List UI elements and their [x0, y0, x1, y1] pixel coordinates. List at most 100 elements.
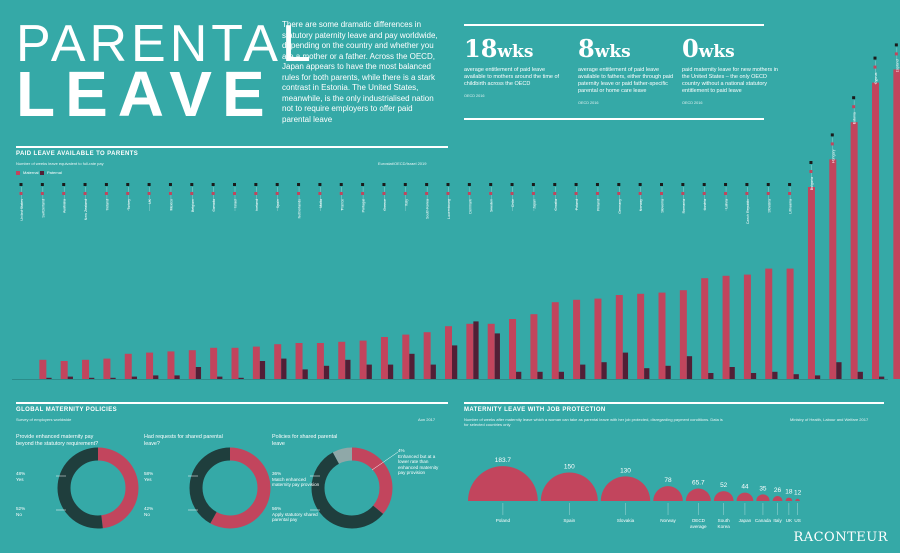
country-label: Lithuania — [789, 199, 793, 214]
donut1-a: 48% Yes — [16, 471, 26, 482]
paid-leave-subtitle: Number of weeks leave equivalent to full… — [16, 161, 104, 166]
page-title-line2: LEAVE — [16, 58, 275, 130]
stat-mothers-source: OECD 2016 — [464, 94, 485, 98]
paternal-bar — [814, 375, 821, 379]
paternal-marker — [531, 183, 535, 186]
maternal-bar — [850, 122, 858, 379]
paid-leave-source: Eurostat/OECD/Israel 2019 — [378, 161, 427, 166]
paternal-bar — [452, 345, 458, 379]
paternal-marker — [126, 183, 130, 186]
maternal-marker — [553, 192, 557, 195]
country-label: Hungary — [831, 149, 835, 163]
donut-segment-lower-rate — [311, 447, 393, 529]
paternal-bar — [110, 377, 116, 379]
maternal-bar — [39, 359, 47, 379]
maternal-bar — [765, 268, 773, 379]
maternal-bar — [167, 351, 175, 379]
paternal-marker — [574, 183, 578, 186]
paternal-bar — [302, 369, 308, 379]
country-label: UK — [148, 198, 152, 204]
maternal-bar — [701, 278, 709, 379]
paternal-marker — [852, 96, 856, 100]
maternal-marker — [83, 192, 87, 195]
country-label: United States — [20, 199, 24, 221]
stat-mothers-value: 18wks — [464, 34, 534, 63]
country-label: Canada — [212, 199, 216, 212]
maternal-marker — [446, 192, 450, 195]
paternal-bar — [601, 362, 607, 379]
maternal-bar — [722, 275, 730, 379]
protection-country: Japan — [739, 518, 752, 523]
maternal-marker — [233, 192, 236, 195]
paternal-marker — [147, 183, 151, 186]
paternal-marker — [638, 183, 642, 186]
protection-country: Spain — [563, 518, 575, 523]
maternal-bar — [146, 352, 154, 379]
protection-half-circle — [795, 498, 800, 501]
protection-value: 65.7 — [692, 480, 705, 487]
maternal-bar — [231, 347, 239, 379]
maternal-marker — [297, 192, 301, 195]
maternal-bar — [338, 341, 346, 379]
paternal-bar — [793, 374, 799, 379]
maternal-bar — [573, 299, 581, 379]
protection-half-circle — [600, 476, 651, 501]
maternal-bar — [60, 361, 68, 379]
paternal-marker — [40, 183, 44, 186]
maternal-bar — [509, 319, 517, 379]
maternal-bar — [487, 323, 495, 379]
paternal-marker — [19, 183, 23, 186]
maternal-bar — [637, 293, 645, 379]
country-label: Latvia — [725, 199, 729, 209]
protection-source: Ministry of Health, Labour and Welfare 2… — [790, 417, 869, 422]
maternal-marker — [724, 192, 728, 195]
maternal-bar — [466, 323, 474, 379]
paternal-marker — [766, 183, 770, 186]
maternal-marker — [62, 192, 66, 195]
protection-half-circle — [540, 472, 598, 501]
maternal-marker — [361, 192, 365, 195]
protection-country: UK — [786, 518, 793, 523]
maternal-marker — [318, 192, 322, 195]
stat-mothers-desc: average entitlement of paid leave availa… — [464, 67, 560, 87]
paternal-bar — [494, 333, 500, 379]
maternal-bar — [82, 359, 90, 379]
paternal-marker — [809, 161, 813, 164]
maternal-bar — [103, 358, 111, 379]
paternal-bar — [537, 371, 543, 379]
paternal-bar — [473, 321, 479, 379]
paternal-bar — [345, 359, 351, 379]
country-label: Luxembourg — [447, 199, 451, 219]
paternal-marker — [595, 183, 599, 186]
protection-value: 18 — [785, 489, 793, 496]
paternal-marker — [510, 183, 514, 186]
maternal-bar — [551, 302, 559, 379]
stat-mothers: 18wks average entitlement of paid leave … — [464, 34, 566, 99]
country-label: Slovakia — [767, 199, 771, 213]
maternal-marker — [660, 192, 663, 195]
donut-pointer — [371, 451, 399, 471]
country-label: Cyprus — [874, 72, 878, 84]
maternal-marker — [638, 192, 642, 195]
paid-leave-title: PAID LEAVE AVAILABLE TO PARENTS — [16, 151, 139, 157]
country-label: Malta — [319, 199, 323, 208]
paternal-bar — [644, 368, 650, 379]
paternal-bar — [516, 371, 522, 379]
maternal-marker — [830, 142, 834, 146]
protection-half-circle — [685, 488, 711, 501]
country-label: Portugal — [362, 199, 366, 213]
legend-paternal-swatch — [40, 170, 44, 175]
protection-subtitle: Number of weeks after maternity leave wh… — [464, 417, 723, 427]
protection-value: 150 — [564, 464, 575, 471]
protection-country: Poland — [496, 518, 511, 523]
maternal-marker — [595, 192, 599, 195]
country-label: Ireland — [105, 199, 109, 210]
paternal-marker — [168, 183, 172, 186]
country-label: Australia — [63, 199, 67, 213]
protection-value: 35 — [759, 485, 767, 492]
paternal-marker — [553, 183, 557, 186]
protection-country: Korea — [718, 524, 731, 529]
maternal-bar — [872, 82, 879, 379]
protection-value: 78 — [664, 477, 672, 484]
maternal-bar — [295, 343, 303, 379]
